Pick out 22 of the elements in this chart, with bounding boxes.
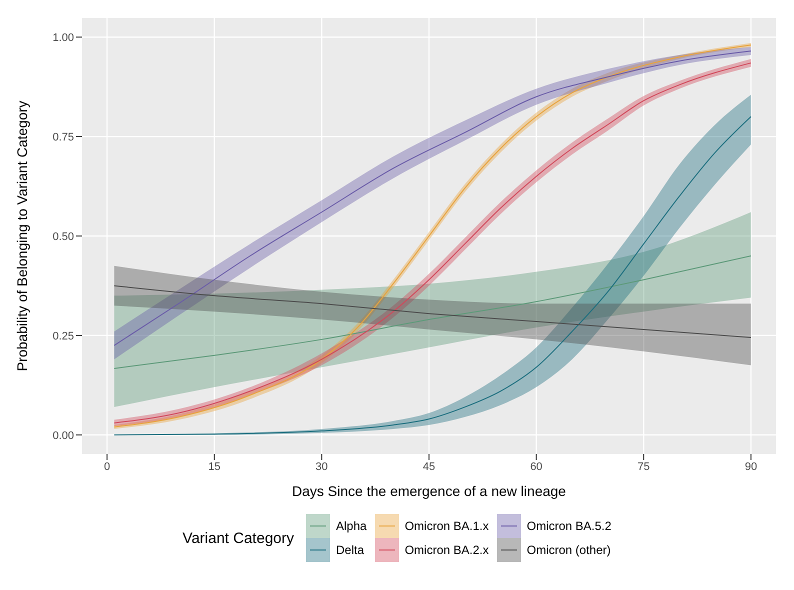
y-tick-label: 0.25 — [52, 330, 74, 342]
line-series — [114, 285, 752, 338]
x-tick-label: 45 — [422, 460, 436, 473]
x-tick-label: 90 — [744, 460, 758, 473]
legend-title: Variant Category — [182, 530, 294, 546]
y-tick-label: 0.75 — [52, 131, 74, 144]
legend-label: Omicron (other) — [526, 543, 611, 557]
y-tick-label: 1.00 — [52, 32, 74, 44]
legend-label: Omicron BA.5.2 — [526, 519, 612, 533]
y-axis-title: Probability of Belonging to Variant Category — [14, 100, 30, 372]
x-tick-label: 60 — [530, 460, 542, 473]
legend-label: Omicron BA.2.x — [404, 543, 489, 557]
legend-label: Delta — [336, 543, 364, 557]
legend-label: Alpha — [336, 519, 367, 533]
x-tick-label: 30 — [316, 460, 328, 473]
x-tick-label: 75 — [638, 460, 650, 473]
y-tick-label: 0.00 — [52, 430, 74, 442]
y-tick-label: 0.50 — [52, 230, 74, 243]
x-axis-title: Days Since the emergence of a new lineage — [292, 483, 566, 499]
x-tick-label: 0 — [104, 460, 110, 473]
legend-label: Omicron BA.1.x — [404, 519, 489, 533]
x-tick-label: 15 — [208, 460, 220, 473]
